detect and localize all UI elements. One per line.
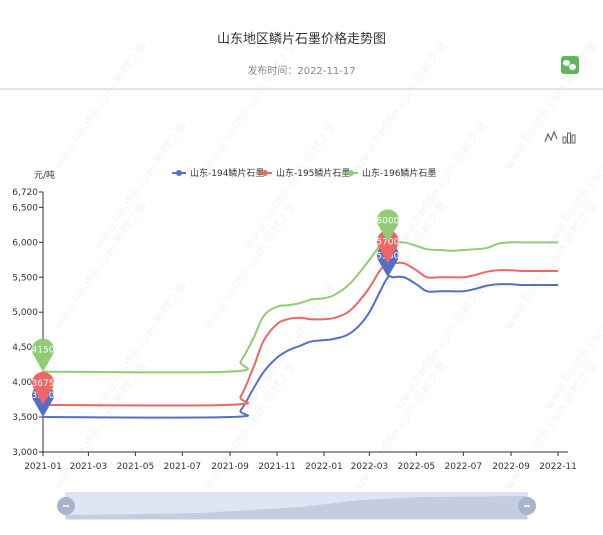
y-tick-label: 4,000: [12, 378, 38, 388]
marker-label: 5700: [376, 237, 399, 247]
marker-pin-5: 5700: [376, 230, 400, 264]
watermark-text: www.fm086.com 新材之窗: [500, 38, 600, 171]
y-tick-label: 5,000: [12, 308, 38, 318]
y-tick-label: 4,500: [12, 343, 38, 353]
data-zoom-right-handle[interactable]: [518, 497, 536, 515]
y-axis-label: 元/吨: [34, 169, 55, 181]
marker-pin-2: 3675: [32, 371, 55, 405]
legend-item-3: 山东-196鳞片石墨: [362, 167, 436, 179]
marker-pin-shape: [32, 371, 54, 405]
x-tick-label: 2022-09: [492, 462, 530, 472]
watermark: www.fm086.com 新材之窗 www.fm086.com 新材之窗 www.…: [50, 38, 603, 491]
legend: 山东-194鳞片石墨 山东-195鳞片石墨 山东-196鳞片石墨: [172, 167, 436, 179]
watermark-text: www.fm086.com 新材之窗: [350, 38, 450, 171]
series-line-1: [42, 275, 558, 419]
x-tick-label: 2021-07: [164, 462, 202, 472]
x-tick-label: 2022-03: [351, 462, 389, 472]
watermark-text: www.fm086.com 新材之窗: [500, 198, 600, 331]
marker-pin-shape: [376, 230, 399, 264]
data-zoom-slider: [57, 492, 536, 520]
y-tick-label: 5,500: [12, 273, 38, 283]
y-tick-label: 3,000: [12, 448, 38, 458]
marker-pin-3: 4150: [32, 338, 55, 372]
watermark-text: www.fm086.com 新材之窗: [200, 198, 300, 331]
watermark-text: www.fm086.com 新材之窗: [90, 278, 190, 411]
header-divider: [0, 88, 603, 90]
data-zoom-left-handle[interactable]: [57, 497, 75, 515]
watermark-text: www.fm086.com 新材之窗: [200, 38, 300, 171]
marker-label: 3675: [32, 379, 55, 389]
watermark-text: www.fm086.com 新材之窗: [50, 38, 150, 171]
page-title: 山东地区鳞片石墨价格走势图: [216, 32, 386, 47]
watermark-text: www.fm086.com 新材之窗: [90, 118, 190, 251]
publish-time: 发布时间：2022-11-17: [247, 66, 356, 77]
x-tick-label: 2021-03: [70, 462, 108, 472]
marker-pin-shape: [32, 338, 54, 372]
marker-label: 4150: [32, 346, 55, 356]
x-tick-label: 2022-01: [305, 462, 343, 472]
legend-item-2: 山东-195鳞片石墨: [276, 167, 350, 179]
series-line-2: [42, 261, 558, 407]
legend-item-1: 山东-194鳞片石墨: [190, 167, 264, 179]
marker-pin-shape: [376, 209, 399, 243]
series-line-3: [42, 241, 558, 374]
marker-pin-6: 6000: [376, 209, 400, 243]
x-tick-label: 2021-05: [117, 462, 155, 472]
watermark-text: www.fm086.com 新材之窗: [240, 118, 340, 251]
x-tick-label: 2021-01: [24, 462, 62, 472]
x-tick-label: 2021-09: [211, 462, 249, 472]
y-tick-label: 3,500: [12, 413, 38, 423]
data-zoom-preview: [66, 496, 527, 519]
x-tick-label: 2021-11: [258, 462, 296, 472]
y-tick-label: 6,000: [12, 238, 38, 248]
x-tick-label: 2022-11: [539, 462, 577, 472]
watermark-text: www.fm086.com 新材之窗: [390, 118, 490, 251]
watermark-text: www.fm086.com 新材之窗: [390, 278, 490, 411]
legend-swatch-dot: [262, 170, 268, 176]
legend-swatch-dot: [348, 170, 354, 176]
y-tick-label: 6,500: [12, 203, 38, 213]
wechat-share-icon[interactable]: [561, 56, 579, 74]
x-tick-label: 2022-05: [398, 462, 436, 472]
marker-label: 6000: [376, 216, 399, 226]
line-chart-icon[interactable]: [544, 130, 558, 144]
legend-swatch-dot: [176, 170, 182, 176]
x-tick-label: 2022-07: [445, 462, 483, 472]
bar-chart-icon[interactable]: [562, 130, 576, 144]
watermark-text: www.fm086.com 新材之窗: [50, 198, 150, 331]
y-tick-label: 6,720: [12, 188, 38, 198]
